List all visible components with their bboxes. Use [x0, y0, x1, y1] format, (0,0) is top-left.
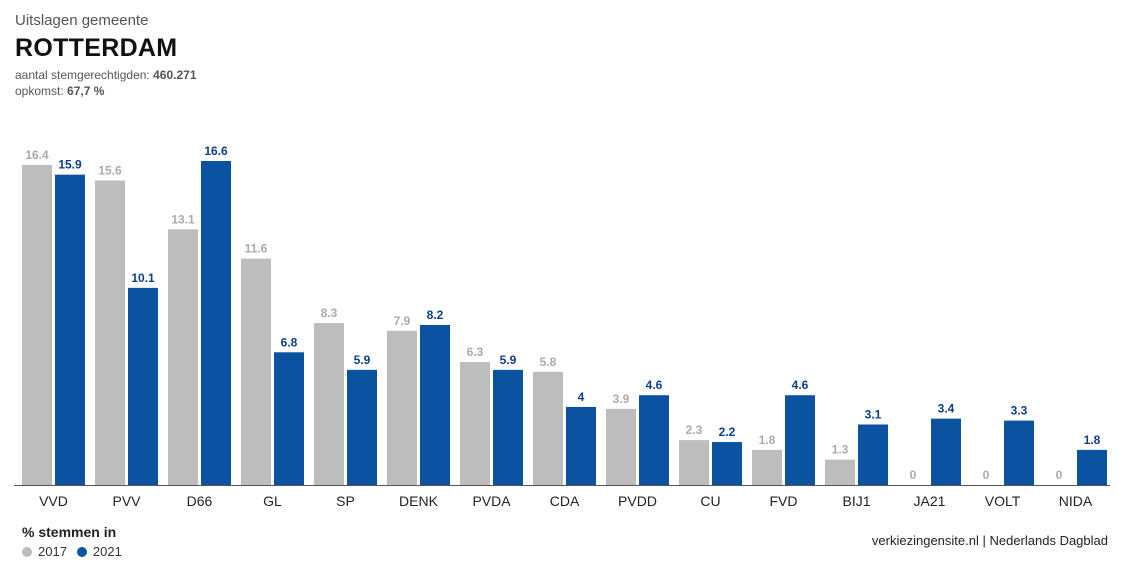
- category-label-volt: VOLT: [985, 493, 1021, 509]
- data-label-pvdd-2017: 3.9: [613, 392, 630, 406]
- bar-denk-2021: [420, 324, 450, 485]
- data-label-volt-2017: 0: [983, 468, 990, 482]
- data-label-vvd-2017: 16.4: [25, 148, 49, 162]
- data-label-ja21-2021: 3.4: [938, 402, 955, 416]
- bar-pvdd-2021: [639, 395, 669, 485]
- data-label-pvda-2017: 6.3: [467, 345, 484, 359]
- category-label-fvd: FVD: [770, 493, 798, 509]
- category-label-bij1: BIJ1: [842, 493, 870, 509]
- bar-fvd-2021: [785, 395, 815, 485]
- bar-pvv-2021: [128, 287, 158, 485]
- data-label-cda-2017: 5.8: [540, 355, 557, 369]
- turnout-label: opkomst:: [15, 84, 64, 98]
- data-label-gl-2021: 6.8: [281, 335, 298, 349]
- bar-nida-2021: [1077, 449, 1107, 485]
- bar-d66-2021: [201, 161, 231, 485]
- bar-fvd-2017: [752, 449, 782, 485]
- bar-sp-2017: [314, 323, 344, 485]
- data-label-bij1-2017: 1.3: [832, 443, 849, 457]
- category-label-nida: NIDA: [1059, 493, 1093, 509]
- data-label-ja21-2017: 0: [910, 468, 917, 482]
- data-label-nida-2017: 0: [1056, 468, 1063, 482]
- data-label-cda-2021: 4: [578, 390, 585, 404]
- category-label-pvv: PVV: [112, 493, 141, 509]
- voters-value: 460.271: [153, 68, 197, 82]
- legend-dot-2021: [76, 546, 87, 557]
- bar-pvdd-2017: [606, 408, 636, 485]
- data-label-fvd-2021: 4.6: [792, 378, 809, 392]
- category-label-vvd: VVD: [39, 493, 68, 509]
- category-label-pvda: PVDA: [472, 493, 511, 509]
- data-label-sp-2017: 8.3: [321, 306, 338, 320]
- legend-item-2021: 2021: [76, 544, 122, 559]
- data-label-pvv-2021: 10.1: [131, 271, 155, 285]
- category-label-d66: D66: [187, 493, 213, 509]
- bar-cu-2017: [679, 440, 709, 485]
- bar-d66-2017: [168, 229, 198, 485]
- bar-pvda-2021: [493, 369, 523, 485]
- data-label-fvd-2017: 1.8: [759, 433, 776, 447]
- voters-info: aantal stemgerechtigden: 460.271: [15, 68, 197, 82]
- bar-gl-2017: [241, 258, 271, 485]
- data-label-denk-2021: 8.2: [427, 308, 444, 322]
- category-label-denk: DENK: [399, 493, 439, 509]
- data-label-sp-2021: 5.9: [354, 353, 371, 367]
- category-label-cu: CU: [700, 493, 720, 509]
- chart-title: ROTTERDAM: [15, 34, 178, 62]
- data-label-cu-2021: 2.2: [719, 425, 736, 439]
- bar-pvda-2017: [460, 362, 490, 485]
- bar-volt-2021: [1004, 420, 1034, 485]
- bar-bij1-2017: [825, 459, 855, 485]
- turnout-info: opkomst: 67,7 %: [15, 84, 104, 98]
- bar-pvv-2017: [95, 180, 125, 485]
- legend: 2017 2021: [22, 544, 132, 559]
- source-credit: verkiezingensite.nl | Nederlands Dagblad: [871, 533, 1108, 548]
- bar-sp-2021: [347, 369, 377, 485]
- category-label-cda: CDA: [550, 493, 580, 509]
- data-label-d66-2021: 16.6: [204, 144, 228, 158]
- category-label-pvdd: PVDD: [618, 493, 657, 509]
- category-label-sp: SP: [336, 493, 355, 509]
- legend-label-2017: 2017: [38, 544, 67, 559]
- data-label-cu-2017: 2.3: [686, 423, 703, 437]
- data-label-gl-2017: 11.6: [245, 242, 268, 256]
- bar-ja21-2021: [931, 418, 961, 485]
- bar-cu-2021: [712, 442, 742, 485]
- bar-vvd-2021: [55, 174, 85, 485]
- legend-item-2017: 2017: [22, 544, 67, 559]
- data-label-vvd-2021: 15.9: [58, 158, 82, 172]
- legend-title: % stemmen in: [22, 524, 117, 540]
- bar-cda-2021: [566, 406, 596, 485]
- bar-bij1-2021: [858, 424, 888, 485]
- bar-cda-2017: [533, 371, 563, 485]
- bar-vvd-2017: [22, 164, 52, 485]
- legend-dot-2017: [22, 546, 32, 557]
- turnout-value: 67,7 %: [67, 84, 105, 98]
- data-label-nida-2021: 1.8: [1084, 433, 1101, 447]
- legend-label-2021: 2021: [92, 544, 122, 559]
- bar-gl-2021: [274, 352, 304, 485]
- category-label-ja21: JA21: [914, 493, 946, 509]
- data-label-bij1-2021: 3.1: [865, 407, 882, 421]
- category-label-gl: GL: [263, 493, 282, 509]
- data-label-denk-2017: 7.9: [394, 314, 411, 328]
- voters-label: aantal stemgerechtigden:: [15, 68, 150, 82]
- data-label-pvda-2021: 5.9: [500, 353, 517, 367]
- data-label-d66-2017: 13.1: [171, 212, 195, 226]
- data-label-pvdd-2021: 4.6: [646, 378, 663, 392]
- data-label-volt-2021: 3.3: [1011, 404, 1028, 418]
- data-label-pvv-2017: 15.6: [98, 164, 122, 178]
- bar-denk-2017: [387, 330, 417, 485]
- chart-subtitle: Uitslagen gemeente: [15, 12, 149, 29]
